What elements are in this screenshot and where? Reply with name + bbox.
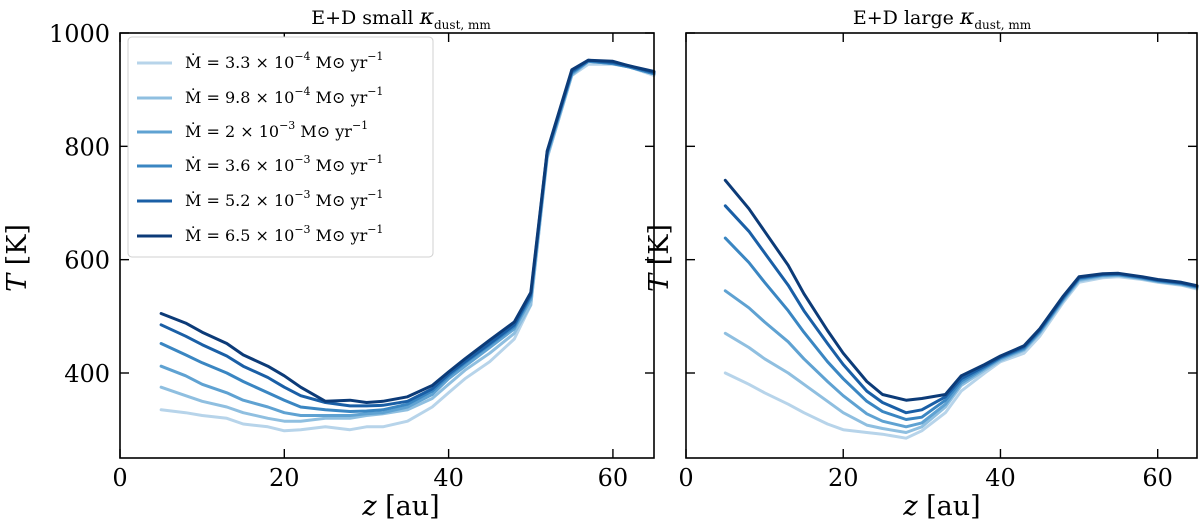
- legend-item: Ṁ = 9.8 × 10−4 M⊙ yr−1: [137, 85, 383, 107]
- y-tick-label: 600: [64, 247, 110, 275]
- legend-label: Ṁ = 3.3 × 10−4 M⊙ yr−1: [185, 50, 383, 72]
- series-line-mdot-6-5e-3: [723, 178, 1199, 402]
- legend-label: Ṁ = 6.5 × 10−3 M⊙ yr−1: [185, 223, 383, 245]
- legend: Ṁ = 3.3 × 10−4 M⊙ yr−1 Ṁ = 9.8 × 10−4 M⊙…: [127, 36, 434, 258]
- legend-item: Ṁ = 6.5 × 10−3 M⊙ yr−1: [137, 223, 383, 245]
- x-tick-label: 40: [433, 464, 464, 492]
- legend-label: Ṁ = 3.6 × 10−3 M⊙ yr−1: [185, 153, 383, 175]
- x-tick-label: 20: [269, 464, 300, 492]
- x-tick-label: 0: [678, 464, 693, 492]
- panel-right-ylabel: T [K]: [644, 224, 675, 292]
- legend-label: Ṁ = 9.8 × 10−4 M⊙ yr−1: [185, 85, 383, 107]
- panel-left: E+D small κdust, mm z [au] T [K] 0 20 40 60…: [2, 5, 656, 522]
- y-tick-label: 1000: [49, 20, 110, 48]
- legend-item: Ṁ = 3.6 × 10−3 M⊙ yr−1: [137, 153, 383, 175]
- panel-left-xlabel: z [au]: [361, 491, 439, 522]
- legend-frame: [127, 36, 434, 258]
- series-line-mdot-3-3e-4: [723, 275, 1199, 440]
- x-tick-label: 60: [1142, 464, 1173, 492]
- x-tick-label: 60: [598, 464, 629, 492]
- y-tick-label: 800: [64, 133, 110, 161]
- series-line-mdot-6-5e-3: [159, 58, 656, 404]
- plot-frame: [685, 32, 1198, 459]
- x-tick-label: 0: [112, 464, 127, 492]
- panel-right-xlabel: z [au]: [902, 491, 980, 522]
- panel-right-title: E+D large κdust, mm: [853, 5, 1032, 32]
- legend-label: Ṁ = 5.2 × 10−3 M⊙ yr−1: [185, 188, 383, 210]
- legend-item: Ṁ = 2 × 10−3 M⊙ yr−1: [137, 119, 368, 141]
- panel-left-title: E+D small κdust, mm: [311, 5, 491, 32]
- legend-item: Ṁ = 3.3 × 10−4 M⊙ yr−1: [137, 50, 383, 72]
- plot-frame: [119, 32, 655, 459]
- legend-item: Ṁ = 5.2 × 10−3 M⊙ yr−1: [137, 188, 383, 210]
- x-tick-label: 20: [828, 464, 859, 492]
- legend-label: Ṁ = 2 × 10−3 M⊙ yr−1: [185, 119, 368, 141]
- y-tick-label: 400: [64, 360, 110, 388]
- x-tick-label: 40: [985, 464, 1016, 492]
- panel-left-ylabel: T [K]: [2, 224, 33, 292]
- panel-right: E+D large κdust, mm z [au] T [K] 0 20 40 60: [644, 5, 1199, 522]
